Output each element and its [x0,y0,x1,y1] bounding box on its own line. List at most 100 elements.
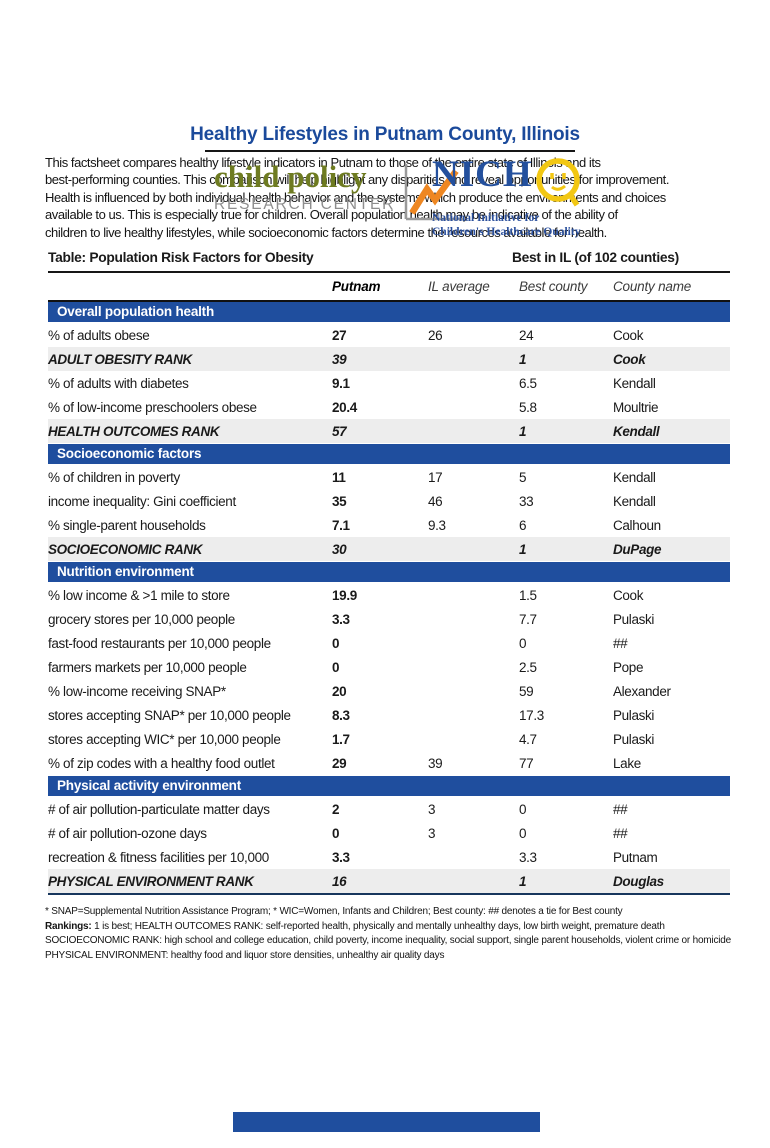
cell-label: stores accepting WIC* per 10,000 people [48,731,281,747]
footer-bar [233,1112,540,1132]
cell-best-county: 2.5 [519,659,537,675]
rank-row: PHYSICAL ENVIRONMENT RANK 16 1 Douglas [48,869,730,894]
column-header-row: Putnam IL average Best county County nam… [48,273,730,299]
cell-best-county: 24 [519,327,534,343]
cell-county-name: Putnam [613,849,658,865]
footnote-line-1: * SNAP=Supplemental Nutrition Assistance… [45,906,623,918]
table-row: % of children in poverty 11 17 5 Kendall [48,465,730,489]
cell-label: % of adults with diabetes [48,375,189,391]
table-row: % of zip codes with a healthy food outle… [48,751,730,775]
cell-label: # of air pollution-particulate matter da… [48,801,270,817]
cell-putnam: 0 [332,825,340,841]
cell-best-county: 59 [519,683,534,699]
cell-label: % of adults obese [48,327,150,343]
child-policy-logo-title: child policy [214,159,367,194]
cell-county-name: Calhoun [613,517,661,533]
cell-county-name: Kendall [613,423,660,439]
cell-il-average: 46 [428,493,443,509]
cell-county-name: Cook [613,351,646,367]
footnote-line-2-rest: 1 is best; HEALTH OUTCOMES RANK: self-re… [91,920,665,932]
cell-county-name: Cook [613,587,644,603]
header-divider [205,150,575,152]
cell-putnam: 3.3 [332,849,350,865]
intro-line: available to us. This is especially true… [45,207,618,223]
cell-best-county: 17.3 [519,707,544,723]
rank-row: SOCIOECONOMIC RANK 30 1 DuPage [48,537,730,562]
cell-il-average: 39 [428,755,443,771]
cell-best-county: 6.5 [519,375,537,391]
cell-best-county: 1 [519,541,527,557]
cell-best-county: 5 [519,469,527,485]
table-bottom-border [48,893,730,896]
cell-county-name: ## [613,635,628,651]
smiley-face-q-icon [535,158,580,207]
cell-il-average: 9.3 [428,517,446,533]
cell-label: SOCIOECONOMIC RANK [48,541,203,557]
cell-best-county: 0 [519,825,527,841]
rank-row: ADULT OBESITY RANK 39 1 Cook [48,347,730,372]
table-row: farmers markets per 10,000 people 0 2.5 Pop… [48,655,730,679]
cell-il-average: 26 [428,327,443,343]
cell-best-county: 5.8 [519,399,537,415]
cell-label: % single-parent households [48,517,206,533]
table-row: # of air pollution-particulate matter da… [48,797,730,821]
section-header: Socioeconomic factors [48,444,730,465]
intro-paragraph: This factsheet compares healthy lifestyl… [45,154,770,241]
cell-label: farmers markets per 10,000 people [48,659,247,675]
cell-best-county: 77 [519,755,534,771]
cell-county-name: ## [613,825,628,841]
cell-putnam: 27 [332,327,347,343]
cell-county-name: Douglas [613,873,664,889]
cell-label: stores accepting SNAP* per 10,000 people [48,707,291,723]
cell-putnam: 0 [332,635,340,651]
cell-label: % low income & >1 mile to store [48,587,230,603]
cell-label: grocery stores per 10,000 people [48,611,235,627]
cell-putnam: 9.1 [332,375,350,391]
best-in-il-caption: Best in IL (of 102 counties) [512,250,679,266]
column-header-putnam: Putnam [332,278,381,294]
cell-county-name: Kendall [613,493,656,509]
cell-putnam: 11 [332,469,346,485]
table-row: # of air pollution-ozone days 0 3 0 ## [48,821,730,845]
cell-putnam: 16 [332,873,347,889]
cell-best-county: 4.7 [519,731,537,747]
footnote-line-4: PHYSICAL ENVIRONMENT: healthy food and l… [45,949,445,961]
cell-label: fast-food restaurants per 10,000 people [48,635,271,651]
page-title: Healthy Lifestyles in Putnam County, Ill… [190,124,580,145]
cell-best-county: 3.3 [519,849,537,865]
cell-best-county: 1 [519,351,527,367]
cell-putnam: 20 [332,683,347,699]
cell-county-name: DuPage [613,541,662,557]
cell-best-county: 0 [519,801,527,817]
intro-line: This factsheet compares healthy lifestyl… [45,155,601,170]
cell-il-average: 17 [428,469,443,485]
cell-county-name: ## [613,801,628,817]
cell-county-name: Pope [613,659,644,675]
nichq-tagline: National Initiative for Children's Healt… [432,212,584,239]
table-row: % of adults with diabetes 9.1 6.5 Kendall [48,371,730,395]
risk-table-body: Overall population health% of adults obe… [48,300,730,896]
table-row: recreation & fitness facilities per 10,0… [48,845,730,869]
intro-line: best-performing counties. This compariso… [45,172,669,188]
cell-best-county: 7.7 [519,611,537,627]
cell-putnam: 19.9 [332,587,357,603]
table-row: % low income & >1 mile to store 19.9 1.5 Co… [48,583,730,607]
nichq-logo-text: NICH [432,154,533,195]
cell-county-name: Kendall [613,375,656,391]
cell-putnam: 57 [332,423,347,439]
cell-label: % of zip codes with a healthy food outle… [48,755,275,771]
footnote-line-3: SOCIOECONOMIC RANK: high school and coll… [45,935,732,947]
cell-best-county: 0 [519,635,527,651]
risk-factors-table: Putnam IL average Best county County nam… [48,273,730,896]
table-caption: Table: Population Risk Factors for Obesi… [48,250,314,266]
cell-putnam: 30 [332,541,347,557]
table-caption-underline [48,271,730,274]
child-policy-logo: child policy RESEARCH CENTER [214,159,465,224]
cell-label: % low-income receiving SNAP* [48,683,226,699]
cell-county-name: Lake [613,755,641,771]
cell-il-average: 3 [428,825,436,841]
cell-il-average: 3 [428,801,436,817]
cell-putnam: 29 [332,755,347,771]
cell-putnam: 0 [332,659,340,675]
table-row: income inequality: Gini coefficient 35 46 3… [48,489,730,513]
